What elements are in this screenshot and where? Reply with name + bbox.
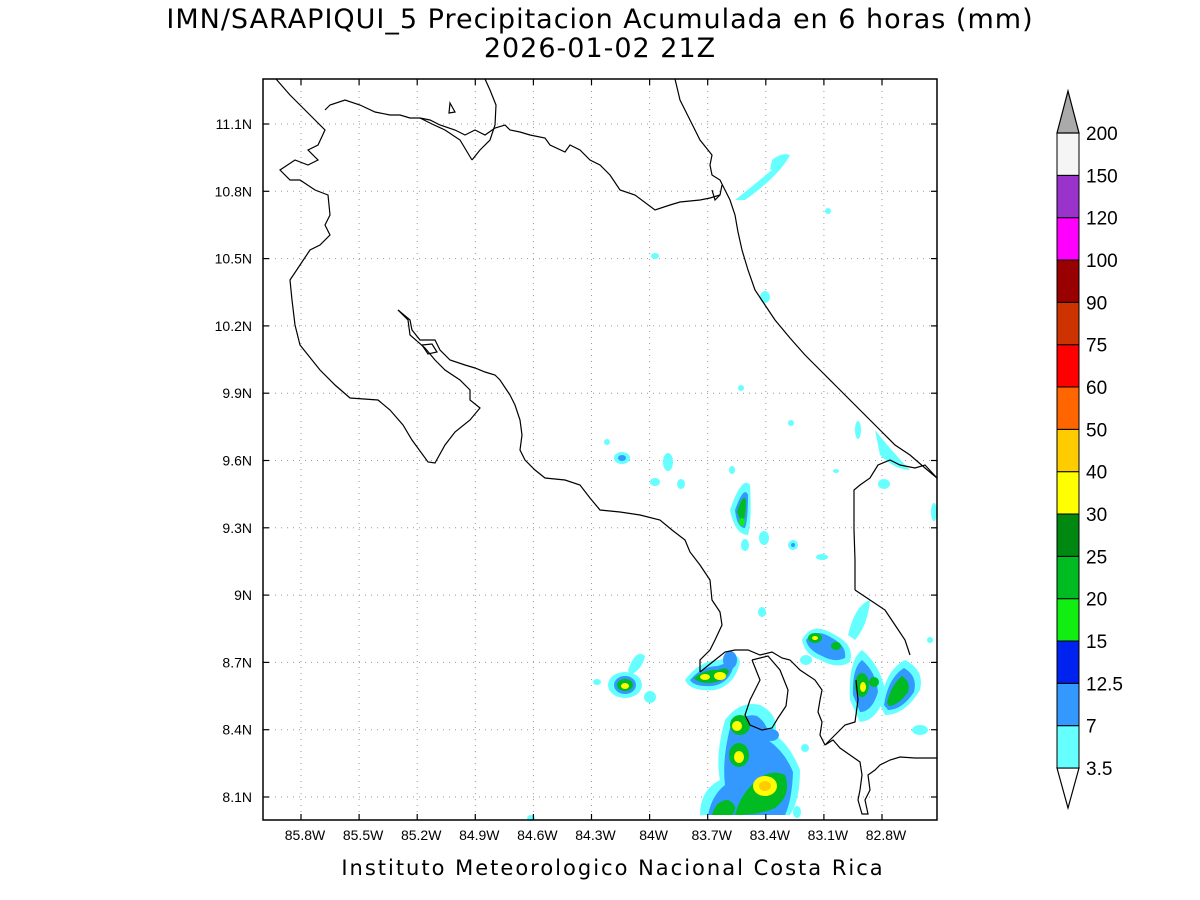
lat-tick-label: 9N	[234, 587, 252, 603]
precipitation-field	[527, 154, 937, 821]
lon-tick-label: 82.8W	[866, 827, 907, 843]
map-frame	[262, 78, 938, 821]
colorbar-label: 25	[1086, 547, 1107, 568]
colorbar-label: 15	[1086, 632, 1107, 653]
coastline	[275, 78, 938, 815]
lon-tick-label: 84.6W	[517, 827, 558, 843]
credit-footer: Instituto Meteorologico Nacional Costa R…	[341, 856, 885, 880]
colorbar-label: 100	[1086, 251, 1118, 272]
colorbar-label: 75	[1086, 336, 1107, 357]
lon-tick-label: 84.9W	[459, 827, 500, 843]
colorbar-swatch	[1056, 217, 1080, 261]
colorbar-swatch	[1056, 555, 1080, 600]
lat-tick-label: 8.4N	[222, 722, 252, 738]
colorbar-label: 20	[1086, 590, 1107, 611]
lat-tick-label: 9.3N	[222, 520, 252, 536]
colorbar-label: 200	[1086, 124, 1118, 145]
colorbar-swatch	[1056, 471, 1080, 515]
colorbar-swatch	[1056, 725, 1080, 769]
colorbar-min-arrow	[1056, 767, 1080, 811]
colorbar-swatch	[1056, 513, 1080, 557]
lon-tick-label: 85.2W	[401, 827, 442, 843]
lat-tick-label: 11.1N	[216, 116, 252, 132]
colorbar-swatch	[1056, 132, 1080, 176]
colorbar-label: 12.5	[1086, 674, 1123, 695]
colorbar-swatch	[1056, 428, 1080, 473]
colorbar-label: 120	[1086, 209, 1118, 230]
lat-tick-label: 10.8N	[215, 183, 252, 199]
colorbar-max-arrow	[1056, 88, 1080, 134]
colorbar-swatch	[1056, 386, 1080, 430]
colorbar-label: 50	[1086, 420, 1107, 441]
lon-tick-label: 83.7W	[691, 827, 732, 843]
colorbar-swatch	[1056, 598, 1080, 642]
lat-tick-label: 10.5N	[215, 251, 252, 267]
lat-tick-label: 8.1N	[222, 789, 252, 805]
colorbar-label: 150	[1086, 166, 1118, 187]
lon-tick-label: 84.3W	[575, 827, 616, 843]
lat-tick-label: 9.6N	[222, 453, 252, 469]
colorbar-swatch	[1056, 301, 1080, 346]
lat-tick-label: 9.9N	[222, 385, 252, 401]
colorbar-label: 30	[1086, 505, 1107, 526]
colorbar-label: 90	[1086, 293, 1107, 314]
map-panel	[262, 78, 938, 821]
lon-tick-label: 83.4W	[750, 827, 791, 843]
graticule	[263, 79, 937, 820]
lon-tick-label: 85.8W	[285, 827, 326, 843]
lat-tick-label: 8.7N	[222, 654, 252, 670]
lat-tick-label: 10.2N	[215, 318, 252, 334]
colorbar-legend: 3.5 7 12.5 15 20 25 30 40 50 60 75 90 100 120 150 200	[1056, 88, 1123, 811]
colorbar-label: 40	[1086, 463, 1107, 484]
latitude-axis: 11.1N 10.8N 10.5N 10.2N 9.9N 9.6N 9.3N 9N 8.7N 8.…	[215, 116, 937, 805]
colorbar-swatch	[1056, 259, 1080, 303]
colorbar-label: 7	[1086, 717, 1097, 738]
colorbar-swatch	[1056, 344, 1080, 388]
map-title: IMN/SARAPIQUI_5 Precipitacion Acumulada …	[166, 4, 1034, 35]
longitude-axis: 85.8W 85.5W 85.2W 84.9W 84.6W 84.3W 84W 83.7W 83…	[285, 79, 907, 843]
colorbar-label: 3.5	[1086, 759, 1112, 780]
lon-tick-label: 83.1W	[808, 827, 849, 843]
map-timestamp: 2026-01-02 21Z	[483, 33, 717, 64]
colorbar-swatch	[1056, 682, 1080, 727]
lon-tick-label: 85.5W	[343, 827, 384, 843]
colorbar-swatch	[1056, 174, 1080, 219]
colorbar-swatch	[1056, 640, 1080, 684]
lon-tick-label: 84W	[639, 827, 669, 843]
colorbar-label: 60	[1086, 378, 1107, 399]
